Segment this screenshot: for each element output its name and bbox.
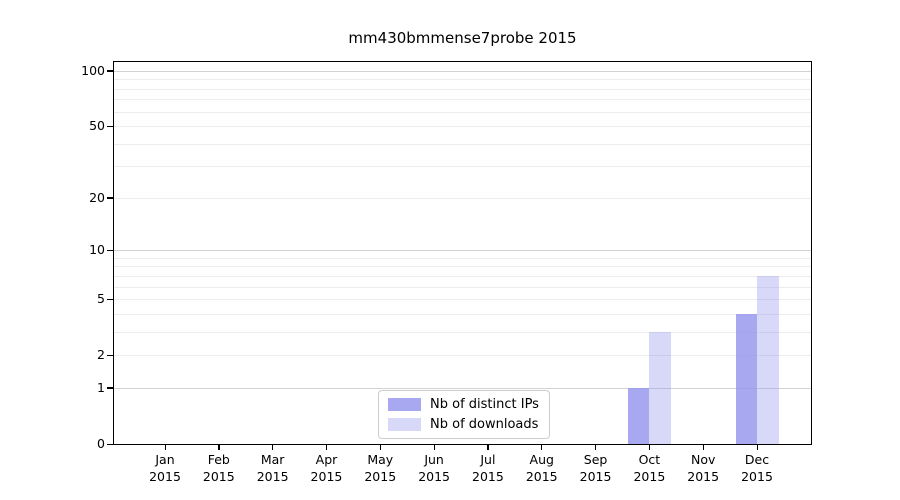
y-tick-mark-10: [107, 249, 113, 251]
gridline-7: [114, 275, 811, 277]
y-tick-mark-1: [107, 387, 113, 389]
x-tick-month: Sep: [583, 452, 608, 467]
gridline-2: [114, 355, 811, 357]
gridline-100: [114, 70, 811, 72]
x-tick-year: 2015: [525, 469, 558, 484]
x-tick-year: 2015: [687, 469, 720, 484]
x-tick-year: 2015: [418, 469, 450, 484]
gridline-9: [114, 257, 811, 259]
gridline-60: [114, 111, 811, 113]
x-tick-year: 2015: [149, 469, 181, 484]
x-tick-label-nov: Nov 2015: [671, 451, 735, 485]
x-tick-mark-nov: [702, 445, 704, 450]
y-tick-label-50: 50: [89, 118, 105, 134]
gridline-3: [114, 331, 811, 333]
y-tick-label-10: 10: [89, 242, 105, 258]
gridline-6: [114, 286, 811, 288]
chart-title: mm430bmmense7probe 2015: [348, 29, 577, 47]
x-tick-year: 2015: [256, 469, 289, 484]
y-tick-label-1: 1: [97, 379, 105, 395]
bar-nb-of-downloads-oct: [649, 331, 671, 444]
gridline-8: [114, 266, 811, 268]
x-tick-month: Apr: [315, 452, 338, 467]
x-tick-mark-mar: [272, 445, 274, 450]
bar-nb-of-distinct-ips-dec: [735, 313, 758, 444]
x-tick-label-feb: Feb 2015: [187, 451, 251, 485]
x-tick-year: 2015: [310, 469, 343, 484]
legend-swatch-nb-of-downloads: [388, 418, 421, 431]
x-tick-month: Jul: [480, 452, 496, 467]
x-tick-mark-jun: [433, 445, 435, 450]
legend-swatch-nb-of-distinct-ips: [388, 398, 421, 411]
legend-label-nb-of-downloads: Nb of downloads: [430, 417, 539, 432]
legend: Nb of distinct IPs Nb of downloads: [378, 390, 550, 439]
x-tick-label-apr: Apr 2015: [294, 451, 358, 485]
x-tick-mark-sep: [595, 445, 597, 450]
x-tick-year: 2015: [579, 469, 612, 484]
plot-area: Nb of distinct IPs Nb of downloads: [113, 61, 812, 445]
x-tick-mark-feb: [218, 445, 220, 450]
legend-row-1: Nb of downloads: [388, 417, 539, 432]
y-tick-mark-20: [107, 197, 113, 199]
gridline-10: [114, 250, 811, 252]
bar-nb-of-downloads-dec: [757, 275, 779, 444]
x-tick-month: Jun: [424, 452, 444, 467]
x-tick-mark-dec: [756, 445, 758, 450]
x-tick-month: Aug: [529, 452, 554, 467]
gridline-90: [114, 79, 811, 81]
y-tick-label-0: 0: [97, 436, 105, 451]
gridline-40: [114, 143, 811, 145]
gridline-30: [114, 166, 811, 168]
gridline-70: [114, 99, 811, 101]
x-tick-mark-jul: [487, 445, 489, 450]
x-tick-label-jul: Jul 2015: [456, 451, 520, 485]
x-tick-label-mar: Mar 2015: [241, 451, 305, 485]
y-tick-label-20: 20: [89, 189, 105, 205]
gridline-50: [114, 126, 811, 128]
x-tick-label-jan: Jan 2015: [133, 451, 197, 485]
gridline-80: [114, 88, 811, 90]
gridline-20: [114, 197, 811, 199]
x-tick-mark-may: [379, 445, 381, 450]
x-tick-label-oct: Oct 2015: [617, 451, 681, 485]
y-tick-mark-2: [107, 354, 113, 356]
x-tick-month: Feb: [207, 452, 230, 467]
x-tick-year: 2015: [633, 469, 666, 484]
y-tick-mark-50: [107, 125, 113, 127]
x-tick-year: 2015: [741, 469, 773, 484]
gridline-4: [114, 313, 811, 315]
x-tick-label-jun: Jun 2015: [402, 451, 466, 485]
legend-row-0: Nb of distinct IPs: [388, 397, 539, 412]
x-tick-label-may: May 2015: [348, 451, 412, 485]
x-tick-mark-apr: [325, 445, 328, 450]
legend-label-nb-of-distinct-ips: Nb of distinct IPs: [430, 397, 539, 412]
x-tick-month: Jan: [155, 452, 175, 467]
bar-nb-of-distinct-ips-oct: [627, 387, 650, 444]
x-tick-mark-jan: [164, 445, 166, 450]
x-tick-year: 2015: [364, 469, 397, 484]
x-tick-month: Mar: [260, 452, 285, 467]
x-tick-label-aug: Aug 2015: [510, 451, 574, 485]
x-tick-month: Oct: [638, 452, 661, 467]
x-tick-label-sep: Sep 2015: [564, 451, 628, 485]
y-tick-label-2: 2: [97, 347, 105, 363]
x-tick-label-dec: Dec 2015: [725, 451, 789, 485]
y-tick-mark-100: [107, 70, 113, 72]
y-tick-label-100: 100: [81, 62, 105, 78]
x-tick-month: May: [367, 452, 394, 467]
gridline-1: [114, 387, 811, 389]
x-tick-month: Dec: [744, 452, 770, 467]
x-tick-mark-oct: [648, 445, 651, 450]
y-tick-label-5: 5: [97, 291, 105, 307]
x-tick-year: 2015: [472, 469, 504, 484]
y-tick-mark-5: [107, 298, 113, 300]
x-tick-month: Nov: [690, 452, 716, 467]
y-tick-mark-0: [107, 443, 113, 445]
x-tick-year: 2015: [202, 469, 235, 484]
x-tick-mark-aug: [541, 445, 543, 450]
gridline-5: [114, 299, 811, 301]
